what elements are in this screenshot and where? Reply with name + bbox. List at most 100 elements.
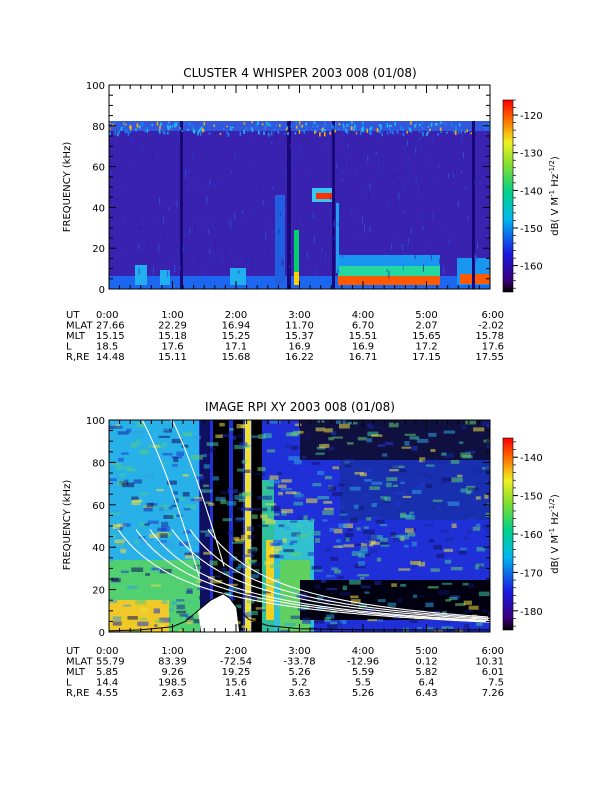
texture-speckle [189,152,191,156]
texture-speckle [354,125,356,128]
texture-speckle [345,537,350,542]
texture-speckle [304,434,311,440]
texture-speckle [167,480,177,485]
texture-speckle [460,488,473,493]
texture-speckle [255,607,265,610]
ephemeris-value: 15.18 [158,331,187,342]
texture-speckle [351,207,353,213]
texture-speckle [373,426,381,429]
texture-speckle [388,472,394,476]
y-tick-label: 100 [86,416,105,427]
texture-speckle [146,239,148,246]
texture-speckle [431,214,433,219]
texture-speckle [408,123,411,126]
texture-speckle [270,124,273,128]
texture-speckle [314,235,316,243]
ephemeris-value: 6.4 [419,678,435,689]
texture-speckle [167,506,173,510]
ephemeris-value: 2.07 [415,321,437,332]
texture-speckle [138,522,147,527]
texture-speckle [120,126,123,131]
texture-speckle [269,420,281,424]
texture-speckle [446,131,448,134]
texture-speckle [196,181,198,186]
texture-speckle [141,197,143,201]
texture-speckle [151,217,153,223]
texture-speckle [392,471,405,475]
texture-speckle [402,132,405,137]
texture-speckle [235,566,241,571]
texture-speckle [301,495,312,498]
texture-speckle [338,483,345,487]
texture-speckle [291,445,299,450]
texture-speckle [293,501,304,506]
texture-speckle [155,619,164,623]
texture-speckle [284,421,296,425]
ephemeris-row-label: UT [66,646,80,657]
colorbar-label: dB( V M-1 Hz-1/2) [548,494,561,574]
texture-speckle [337,223,339,226]
texture-speckle [234,495,246,500]
texture-speckle [337,127,340,130]
texture-speckle [378,163,380,170]
texture-speckle [361,128,364,133]
texture-speckle [448,238,450,245]
texture-speckle [205,533,210,537]
texture-speckle [369,237,371,244]
texture-speckle [158,504,170,510]
texture-speckle [454,126,456,130]
texture-speckle [258,608,266,612]
ephemeris-row-label: MLT [66,331,86,342]
texture-speckle [281,508,293,514]
texture-speckle [488,612,490,616]
texture-speckle [214,242,216,251]
texture-speckle [438,164,440,168]
texture-speckle [289,552,302,557]
texture-speckle [243,122,246,125]
texture-speckle [315,122,317,125]
texture-speckle [474,468,484,474]
texture-speckle [327,624,338,629]
texture-speckle [308,530,321,536]
texture-speckle [377,619,383,622]
texture-speckle [271,230,273,237]
texture-speckle [171,560,181,565]
texture-speckle [461,425,466,430]
texture-speckle [234,444,244,450]
texture-speckle [290,589,297,593]
texture-speckle [357,574,370,577]
texture-speckle [379,498,384,503]
texture-speckle [237,433,243,439]
ephemeris-value: 3:00 [288,646,310,657]
texture-speckle [264,125,266,130]
texture-speckle [410,228,412,234]
texture-speckle [424,244,426,252]
texture-speckle [176,451,185,457]
texture-speckle [129,124,131,129]
texture-speckle [345,234,347,238]
ephemeris-row-label: R,RE [66,688,89,699]
texture-speckle [444,559,452,564]
texture-speckle [366,517,372,521]
texture-speckle [159,125,161,130]
texture-speckle [138,268,140,275]
texture-speckle [430,122,433,127]
texture-speckle [371,502,377,508]
texture-speckle [139,617,147,621]
texture-speckle [211,156,213,164]
texture-speckle [465,187,467,190]
texture-speckle [273,215,275,220]
texture-speckle [344,462,351,468]
texture-speckle [282,260,284,266]
texture-speckle [208,529,214,533]
texture-speckle [302,620,312,625]
cutoff-curve [171,529,489,620]
texture-speckle [213,254,215,261]
texture-speckle [239,257,241,263]
texture-speckle [453,173,455,178]
texture-speckle [316,170,318,178]
texture-speckle [127,616,138,620]
texture-speckle [328,437,334,441]
texture-speckle [154,446,164,449]
